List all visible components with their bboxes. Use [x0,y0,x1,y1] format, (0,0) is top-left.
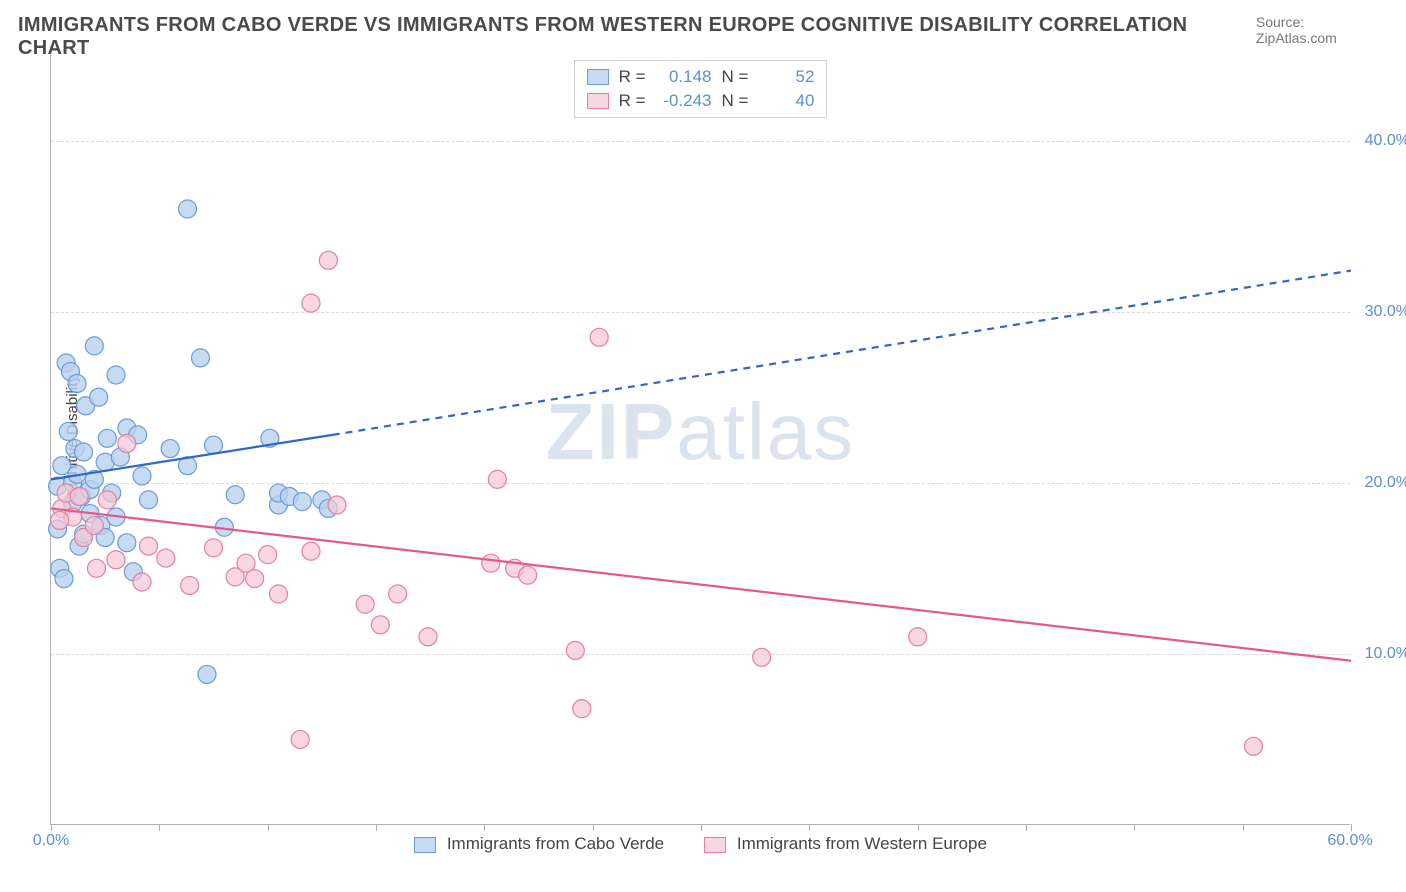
y-tick-label: 40.0% [1365,132,1406,150]
scatter-point [205,539,223,557]
regression-line-extrapolated [333,271,1351,435]
chart-title: IMMIGRANTS FROM CABO VERDE VS IMMIGRANTS… [18,14,1256,60]
stats-r-label-b: R = [619,91,646,111]
scatter-point [226,486,244,504]
scatter-point [133,573,151,591]
y-tick-label: 10.0% [1365,645,1406,663]
scatter-point [90,388,108,406]
scatter-point [566,641,584,659]
scatter-point [107,366,125,384]
scatter-point [161,440,179,458]
scatter-point [302,542,320,560]
scatter-point [198,665,216,683]
legend-label-b: Immigrants from Western Europe [737,834,987,853]
scatter-point [293,493,311,511]
plot-area: ZIPatlas 0.0% 60.0% Immigrants from Cabo… [50,55,1350,825]
scatter-point [118,434,136,452]
scatter-point [1245,737,1263,755]
scatter-point [270,585,288,603]
legend-item-a: Immigrants from Cabo Verde [414,834,664,854]
scatter-svg [51,55,1351,825]
scatter-point [140,537,158,555]
scatter-point [205,436,223,454]
scatter-point [88,559,106,577]
legend-swatch-b [704,837,726,853]
stats-r-value-a: 0.148 [656,67,712,87]
stats-n-value-a: 52 [758,67,814,87]
scatter-point [107,551,125,569]
y-tick-label: 20.0% [1365,474,1406,492]
scatter-point [419,628,437,646]
scatter-point [140,491,158,509]
stats-row-a: R = 0.148 N = 52 [587,65,815,89]
scatter-point [98,491,116,509]
legend-label-a: Immigrants from Cabo Verde [447,834,664,853]
scatter-point [51,511,69,529]
scatter-point [389,585,407,603]
scatter-point [70,487,88,505]
scatter-point [59,422,77,440]
scatter-point [246,570,264,588]
scatter-point [98,429,116,447]
scatter-point [302,294,320,312]
scatter-point [291,730,309,748]
stats-box: R = 0.148 N = 52 R = -0.243 N = 40 [574,60,828,118]
scatter-point [259,546,277,564]
scatter-point [85,517,103,535]
scatter-point [75,443,93,461]
scatter-point [118,534,136,552]
scatter-point [519,566,537,584]
scatter-point [133,467,151,485]
scatter-point [488,470,506,488]
scatter-point [85,337,103,355]
legend-item-b: Immigrants from Western Europe [704,834,987,854]
scatter-point [319,251,337,269]
scatter-point [573,700,591,718]
scatter-point [157,549,175,567]
scatter-point [909,628,927,646]
stats-swatch-a [587,69,609,85]
y-tick-label: 30.0% [1365,303,1406,321]
scatter-point [55,570,73,588]
stats-swatch-b [587,93,609,109]
scatter-point [328,496,346,514]
scatter-point [356,595,374,613]
legend-swatch-a [414,837,436,853]
scatter-point [68,375,86,393]
stats-row-b: R = -0.243 N = 40 [587,89,815,113]
scatter-point [192,349,210,367]
scatter-point [371,616,389,634]
scatter-point [753,648,771,666]
bottom-legend: Immigrants from Cabo Verde Immigrants fr… [51,834,1350,854]
scatter-point [590,328,608,346]
regression-line [51,508,1351,660]
stats-r-value-b: -0.243 [656,91,712,111]
scatter-point [181,576,199,594]
stats-r-label-a: R = [619,67,646,87]
stats-n-label-a: N = [722,67,749,87]
stats-n-value-b: 40 [758,91,814,111]
scatter-point [482,554,500,572]
source-text: Source: ZipAtlas.com [1256,14,1388,46]
stats-n-label-b: N = [722,91,749,111]
scatter-point [179,200,197,218]
